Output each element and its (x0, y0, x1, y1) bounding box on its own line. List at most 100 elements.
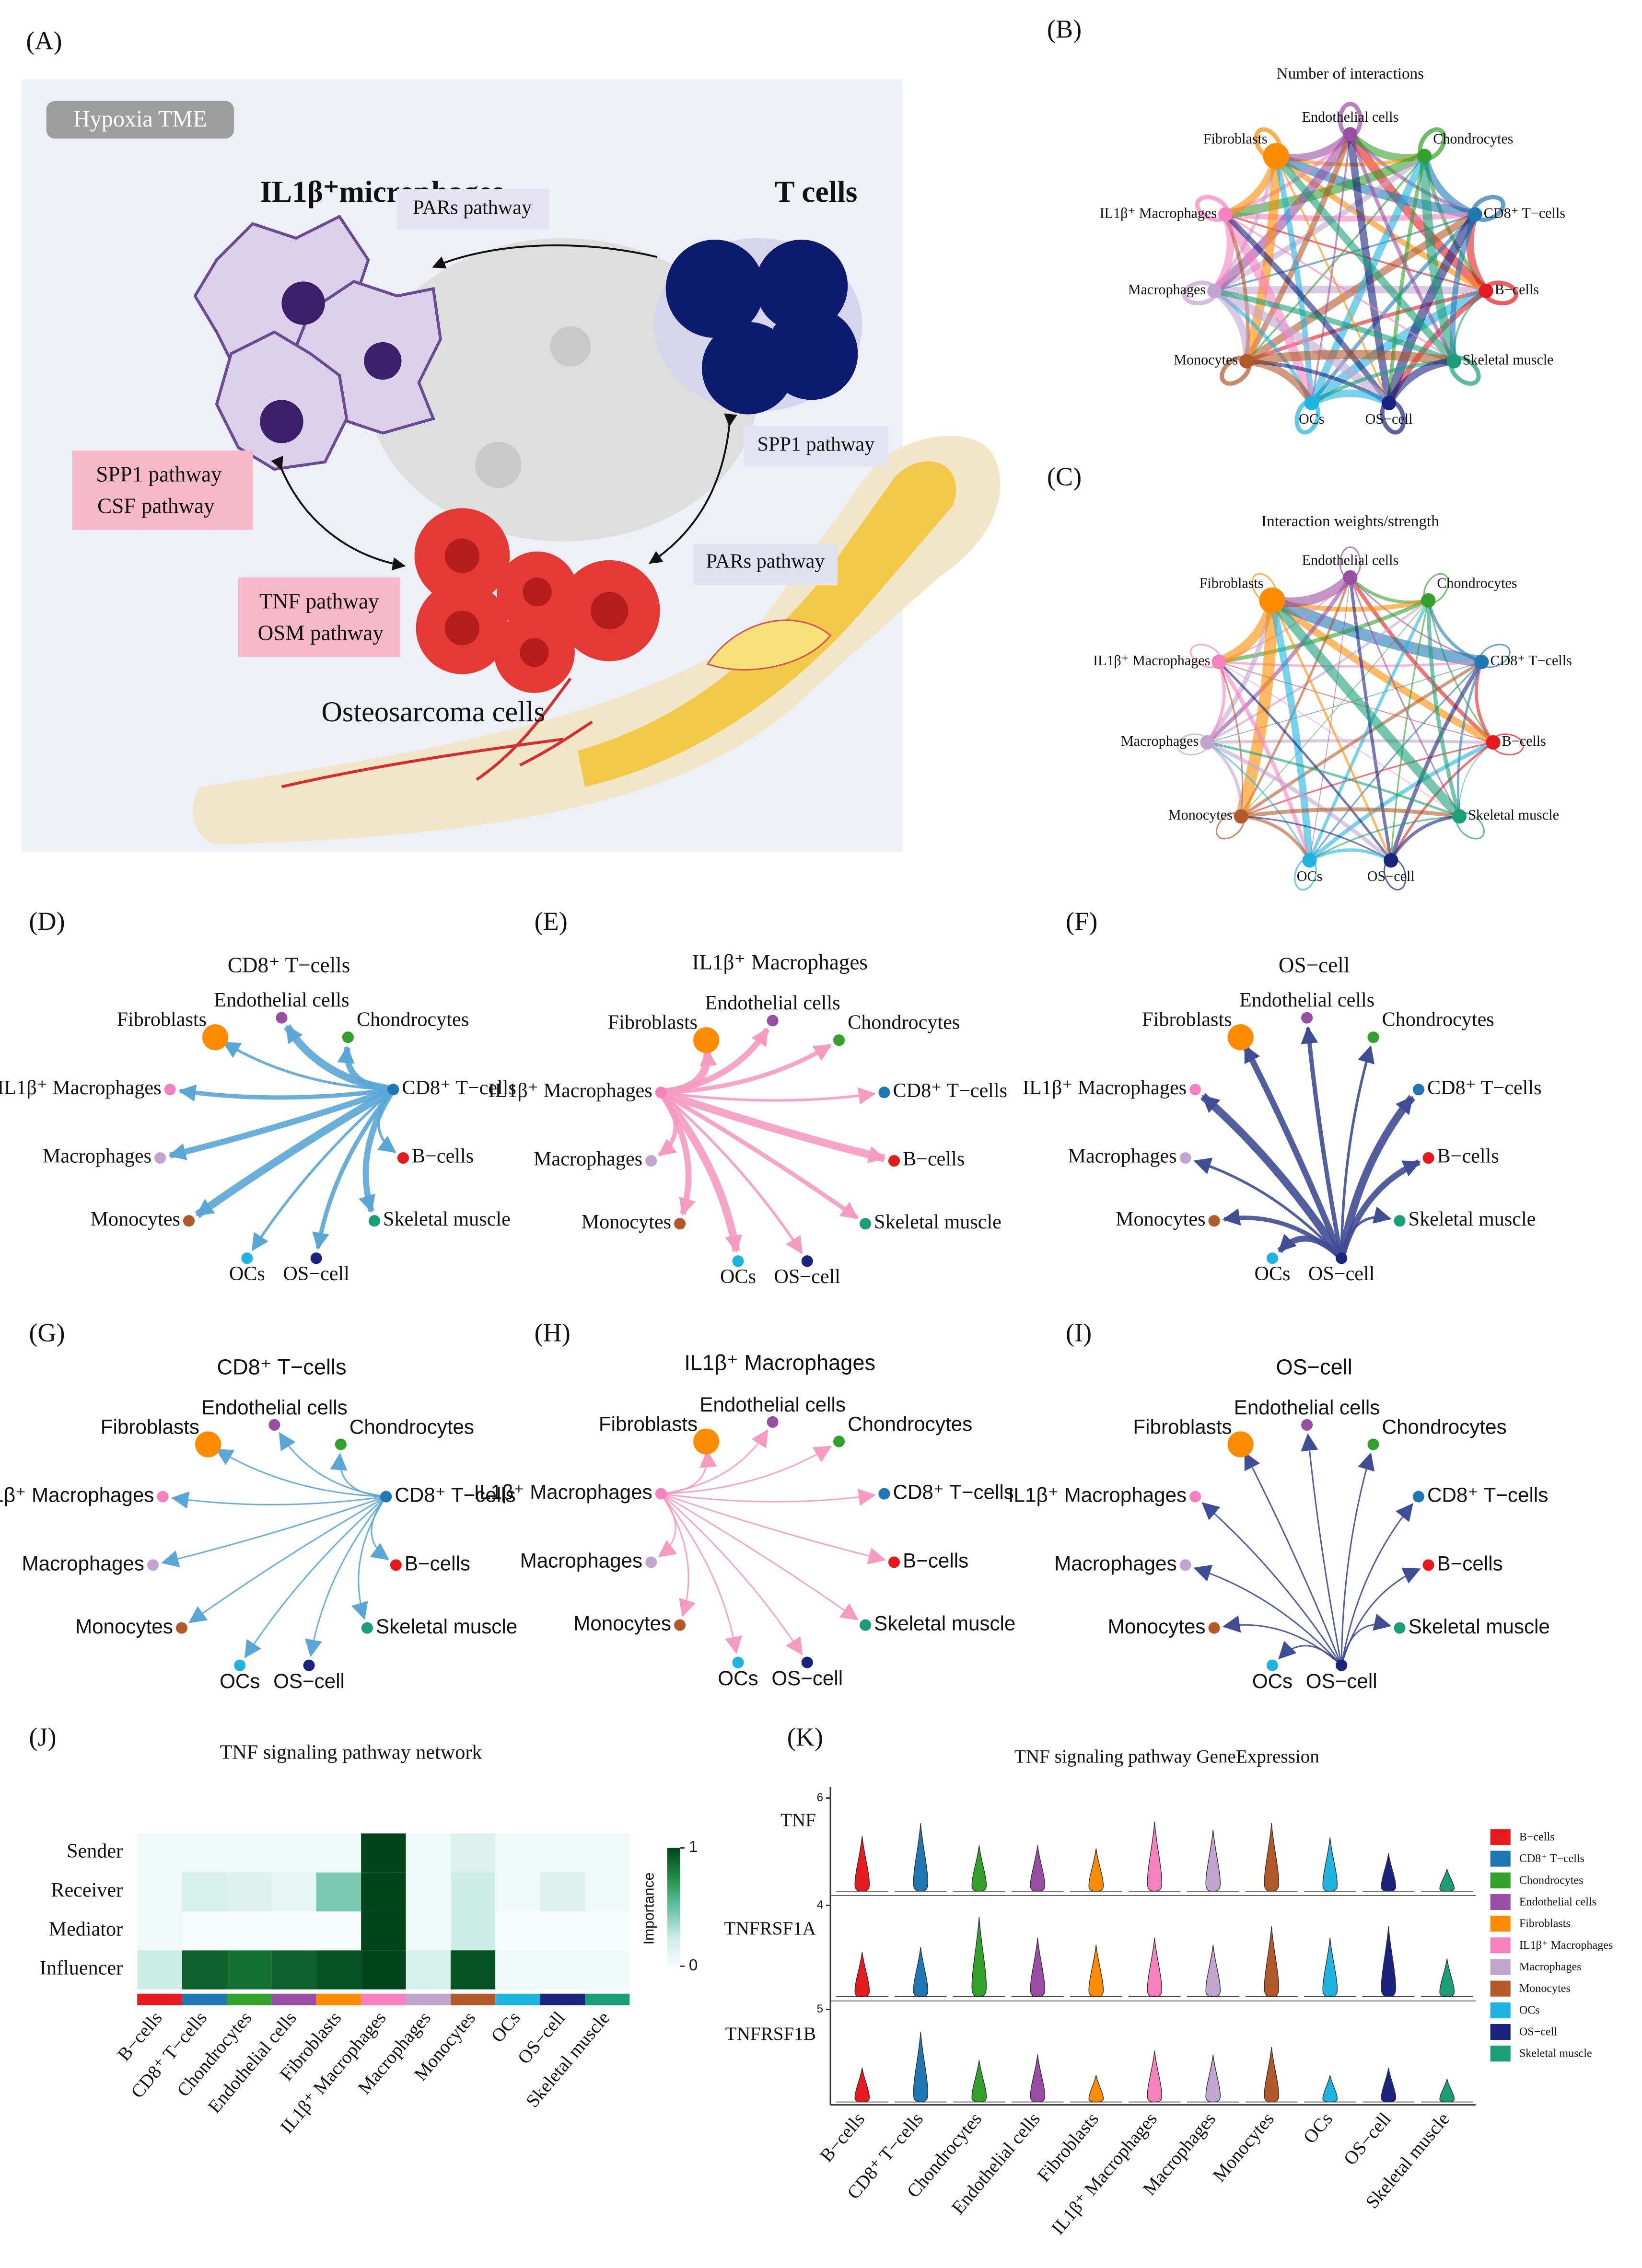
x-tick-label: Monocytes (1209, 2109, 1278, 2186)
node-label: Skeletal muscle (376, 1615, 517, 1638)
panel-title: TNF signaling pathway network (220, 1741, 483, 1763)
node-label: IL1β⁺ Macrophages (488, 1079, 652, 1102)
heat-cell (227, 1911, 272, 1951)
node-label: Chondrocytes (848, 1413, 972, 1435)
node (157, 1491, 169, 1503)
edge (660, 1088, 886, 1163)
edge (1277, 1234, 1344, 1261)
edge (1219, 661, 1460, 817)
edge (1223, 212, 1391, 405)
shape (444, 611, 480, 646)
legend-swatch (1490, 1959, 1511, 1975)
node-label: OS−cell (273, 1670, 345, 1692)
edge (1241, 600, 1429, 817)
panel-label: (D) (29, 907, 65, 936)
panel-title: OS−cell (1279, 953, 1350, 977)
os-title: Osteosarcoma cells (321, 696, 545, 728)
edge (161, 1496, 386, 1568)
panel-label: (J) (29, 1723, 56, 1751)
node (1446, 354, 1461, 369)
node-label: B−cells (1502, 733, 1546, 749)
node (888, 1155, 900, 1167)
node (888, 1556, 900, 1568)
node-label: Chondrocytes (349, 1416, 474, 1438)
x-tick-label: OCs (1299, 2109, 1337, 2148)
panel-a: (A) Hypoxia TME IL1β⁺microphages T cells… (22, 26, 1001, 852)
edge (312, 1088, 395, 1250)
edge (1420, 156, 1459, 363)
edge (171, 1491, 386, 1509)
legend-swatch (1490, 1851, 1511, 1867)
edge (1275, 155, 1390, 404)
node (645, 1556, 657, 1568)
node-label: Skeletal muscle (1468, 807, 1559, 823)
column-label: OCs (487, 2008, 524, 2047)
node (1266, 1252, 1278, 1264)
panel-title: TNF signaling pathway GeneExpression (1014, 1747, 1319, 1767)
heat-cell (361, 1833, 406, 1873)
edge (1246, 349, 1455, 366)
panel-label: (E) (535, 907, 568, 936)
violin (1147, 2050, 1163, 2103)
legend-label: Macrophages (1519, 1961, 1582, 1973)
legend-label: Fibroblasts (1519, 1918, 1571, 1930)
edge (1225, 211, 1476, 222)
edge (1241, 741, 1493, 817)
edge (1389, 815, 1460, 861)
edge (1459, 742, 1494, 817)
legend-label: OS−cell (1519, 2026, 1557, 2038)
node-label: CD8⁺ T−cells (395, 1484, 515, 1506)
node-label: CD8⁺ T−cells (1484, 205, 1565, 221)
pathway-label: TNF pathway (259, 589, 379, 613)
node-label: Monocytes (1108, 1615, 1206, 1638)
heat-cell (361, 1911, 406, 1951)
edge (1219, 660, 1482, 668)
violin (1088, 1944, 1104, 1997)
node (390, 1559, 402, 1571)
t-cells (654, 238, 862, 415)
node-label: B−cells (1437, 1145, 1499, 1168)
heat-cell (271, 1950, 316, 1990)
color-strip (271, 1993, 316, 2005)
y-tick-label: 4 (817, 1898, 823, 1911)
os-cells (414, 508, 660, 693)
node-label: Fibroblasts (117, 1008, 207, 1031)
node (1263, 143, 1289, 169)
shape (281, 281, 325, 325)
shape (444, 538, 480, 573)
node-label: OS−cell (283, 1262, 349, 1285)
node-label: Endothelial cells (1239, 989, 1374, 1011)
node-label: Skeletal muscle (874, 1211, 1002, 1233)
node (1474, 654, 1489, 669)
node-label: Endothelial cells (1302, 109, 1399, 125)
node (1421, 593, 1436, 608)
node (154, 1152, 166, 1164)
node (276, 1012, 288, 1024)
node-label: B−cells (903, 1148, 965, 1170)
node (1179, 1559, 1191, 1571)
legend-label: Monocytes (1519, 1982, 1571, 1995)
heat-cell (495, 1833, 540, 1873)
edge (660, 1090, 859, 1220)
node (1304, 395, 1319, 410)
node-label: OCs (1299, 411, 1325, 427)
edge (1206, 741, 1243, 817)
legend-label: Chondrocytes (1519, 1874, 1584, 1886)
node (1227, 1024, 1254, 1051)
edge (1278, 1641, 1342, 1666)
decor (550, 326, 591, 367)
heat-cell (316, 1950, 361, 1990)
shape (260, 400, 303, 443)
edge (1269, 600, 1314, 861)
box (397, 189, 549, 230)
edge (1241, 815, 1392, 861)
node-label: CD8⁺ T−cells (893, 1079, 1007, 1102)
edge (1386, 357, 1455, 405)
y-tick-label: 6 (817, 1791, 823, 1804)
node-label: Monocytes (91, 1208, 180, 1230)
node (195, 1431, 221, 1458)
node (1412, 1084, 1425, 1096)
panel-title: CD8⁺ T−cells (217, 1354, 346, 1379)
edge (1206, 661, 1226, 743)
violin (1439, 1958, 1455, 1997)
